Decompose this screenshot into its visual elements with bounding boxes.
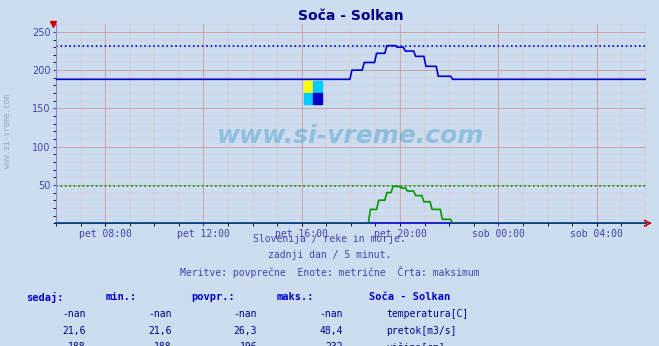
Text: 48,4: 48,4 (319, 326, 343, 336)
Bar (304, 93, 313, 104)
Text: Soča - Solkan: Soča - Solkan (369, 292, 450, 302)
Text: višina[cm]: višina[cm] (386, 342, 445, 346)
Text: 188: 188 (68, 342, 86, 346)
Text: 21,6: 21,6 (62, 326, 86, 336)
Text: povpr.:: povpr.: (191, 292, 235, 302)
Text: temperatura[C]: temperatura[C] (386, 309, 469, 319)
Text: min.:: min.: (105, 292, 136, 302)
Text: -nan: -nan (319, 309, 343, 319)
Text: 232: 232 (325, 342, 343, 346)
Text: Meritve: povprečne  Enote: metrične  Črta: maksimum: Meritve: povprečne Enote: metrične Črta:… (180, 266, 479, 278)
Text: www.si-vreme.com: www.si-vreme.com (3, 94, 12, 169)
Bar (304, 81, 313, 93)
Text: -nan: -nan (62, 309, 86, 319)
Text: www.si-vreme.com: www.si-vreme.com (217, 124, 484, 148)
Text: -nan: -nan (148, 309, 171, 319)
Text: pretok[m3/s]: pretok[m3/s] (386, 326, 457, 336)
Text: -nan: -nan (233, 309, 257, 319)
Title: Soča - Solkan: Soča - Solkan (298, 9, 404, 23)
Bar (313, 93, 322, 104)
Text: zadnji dan / 5 minut.: zadnji dan / 5 minut. (268, 250, 391, 260)
Text: 26,3: 26,3 (233, 326, 257, 336)
Text: 188: 188 (154, 342, 171, 346)
Text: Slovenija / reke in morje.: Slovenija / reke in morje. (253, 234, 406, 244)
Text: 196: 196 (239, 342, 257, 346)
Bar (313, 81, 322, 93)
Text: maks.:: maks.: (277, 292, 314, 302)
Text: sedaj:: sedaj: (26, 292, 64, 303)
Text: 21,6: 21,6 (148, 326, 171, 336)
